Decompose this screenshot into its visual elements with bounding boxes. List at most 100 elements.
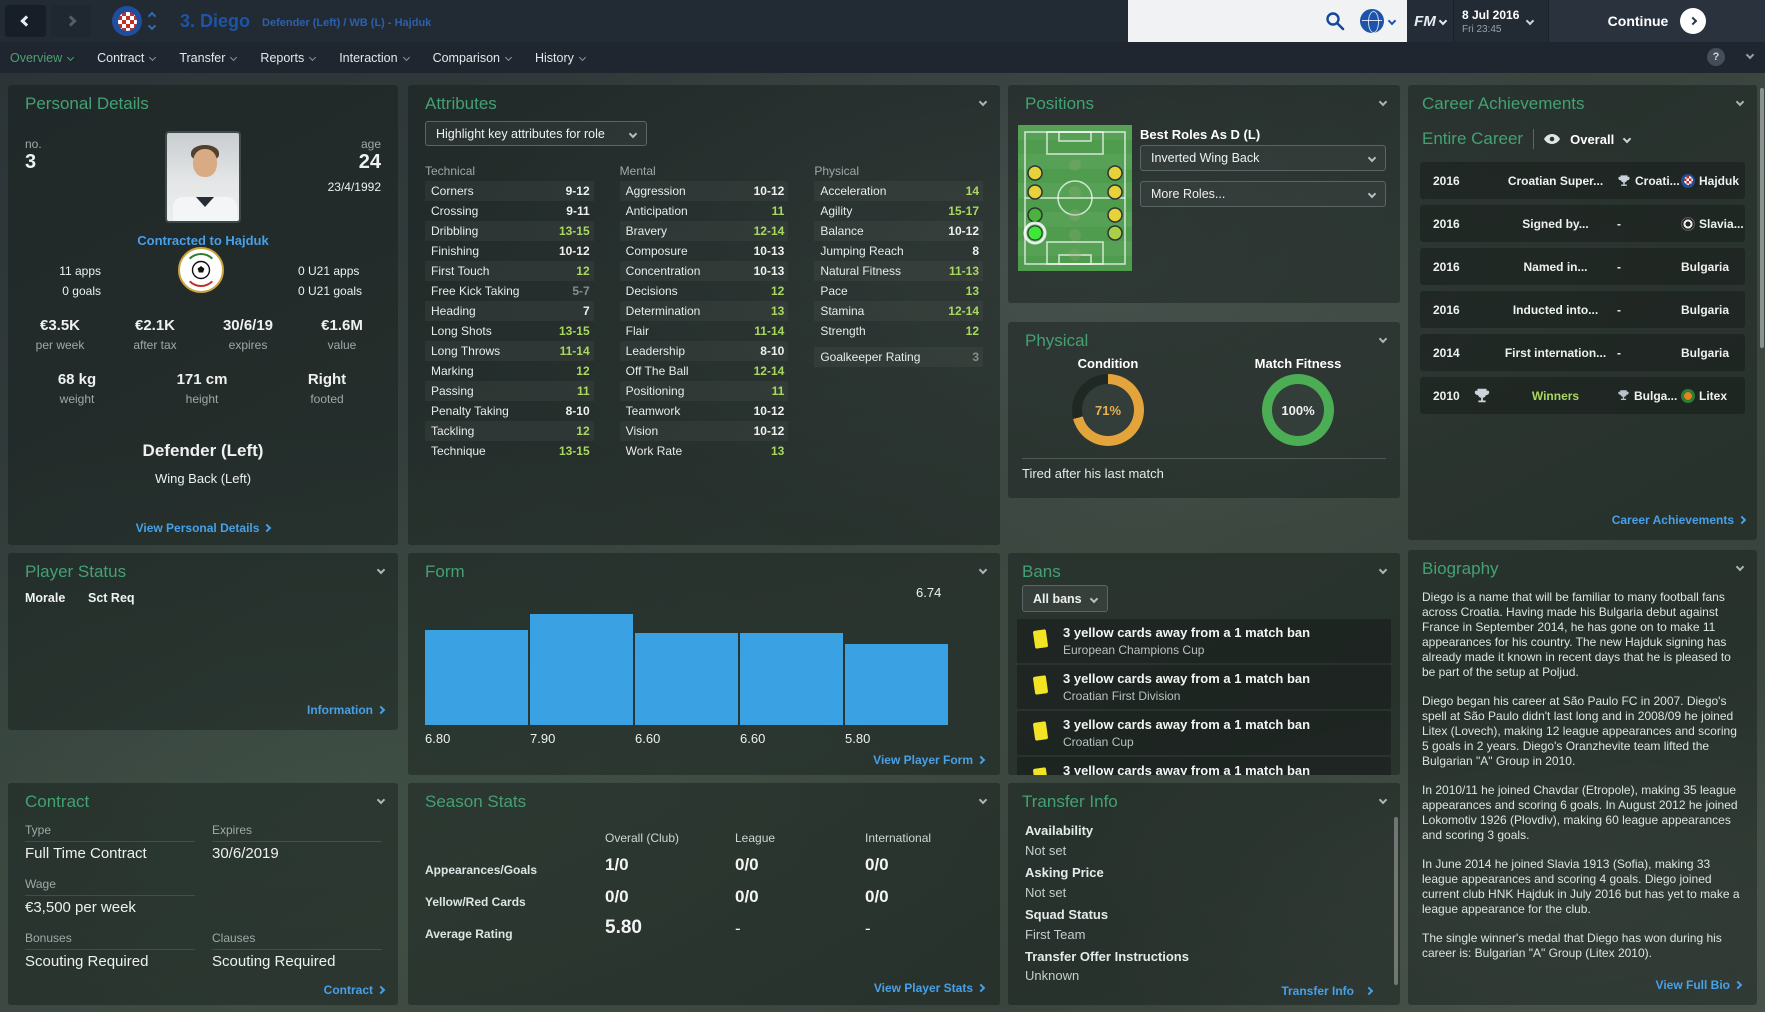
career-filter[interactable]: Entire Career: [1422, 129, 1524, 148]
yellow-card-icon: [1032, 629, 1049, 649]
collapse-panel-icon[interactable]: [376, 795, 386, 805]
match-fitness-donut: 100%: [1262, 374, 1334, 446]
page-title: 3. Diego: [180, 10, 251, 31]
bulgaria-fa-badge-icon: [178, 247, 224, 293]
bans-panel: Bans All bans 3 yellow cards away from a…: [1008, 553, 1400, 775]
birth-date: 23/4/1992: [327, 180, 381, 194]
technical-column: Technical Corners 9-12 Crossing 9-11 Dribb…: [425, 161, 594, 461]
collapse-panel-icon[interactable]: [978, 795, 988, 805]
collapse-panel-icon[interactable]: [1378, 97, 1388, 107]
transfer-row-value: First Team: [1025, 927, 1086, 942]
panel-title: Form: [425, 562, 465, 581]
achievement-row[interactable]: 2010 Winners Bulga... Litex: [1420, 377, 1745, 414]
panel-title: Positions: [1025, 94, 1094, 113]
collapse-panel-icon[interactable]: [978, 97, 988, 107]
highlight-role-dropdown[interactable]: Highlight key attributes for role: [425, 121, 647, 146]
continue-button[interactable]: Continue: [1548, 0, 1765, 42]
tab-transfer[interactable]: Transfer: [179, 51, 238, 65]
achievement-row[interactable]: 2014 First internation... - Bulgaria: [1420, 334, 1745, 371]
achievement-row[interactable]: 2016 Named in... - Bulgaria: [1420, 248, 1745, 285]
biography-panel: Biography Diego is a name that will be f…: [1408, 550, 1757, 1005]
contracted-to-link[interactable]: Contracted to Hajduk: [137, 233, 269, 248]
match-fitness-label: Match Fitness: [1254, 356, 1342, 371]
collapse-panel-icon[interactable]: [1378, 565, 1388, 575]
tab-reports[interactable]: Reports: [260, 51, 317, 65]
help-button[interactable]: ?: [1707, 48, 1725, 66]
achievement-row[interactable]: 2016 Inducted into... - Bulgaria: [1420, 291, 1745, 328]
transfer-row-label: Squad Status: [1025, 907, 1109, 922]
stat-value: 0/0: [735, 887, 759, 906]
tab-overview[interactable]: Overview: [10, 51, 75, 65]
view-personal-details-link[interactable]: View Personal Details: [8, 521, 398, 535]
achievement-row[interactable]: 2016 Signed by... - Slavia...: [1420, 205, 1745, 242]
view-player-stats-link[interactable]: View Player Stats: [874, 981, 986, 995]
position-dot-amr: [1107, 165, 1123, 181]
expires-value: 30/6/2019: [212, 845, 279, 862]
panel-title: Biography: [1422, 559, 1499, 578]
secondary-position: Wing Back (Left): [154, 471, 252, 486]
collapse-panel-icon[interactable]: [1378, 795, 1388, 805]
yellow-card-icon: [1032, 767, 1049, 775]
form-rating: 6.60: [740, 731, 766, 746]
biography-text: Diego is a name that will be familiar to…: [1422, 590, 1740, 960]
transfer-row-label: Transfer Offer Instructions: [1025, 949, 1189, 964]
goalkeeper-rating-row: Goalkeeper Rating 3: [814, 347, 983, 367]
contract-type-label: Type: [25, 823, 195, 842]
transfer-info-link[interactable]: Transfer Info: [1281, 984, 1374, 998]
attribute-row: Heading 7: [425, 301, 594, 321]
primary-position: Defender (Left): [142, 441, 264, 460]
panel-title: Player Status: [25, 562, 127, 581]
tab-contract[interactable]: Contract: [97, 51, 157, 65]
role-dropdown[interactable]: Inverted Wing Back: [1140, 145, 1386, 171]
slavia-crest-icon: [1681, 216, 1695, 231]
panel-scrollbar[interactable]: [1394, 817, 1398, 985]
view-full-bio-link[interactable]: View Full Bio: [1656, 978, 1743, 992]
wage-value: €3,500 per week: [25, 899, 136, 916]
achievement-row[interactable]: 2016 Croatian Super... Croati... Hajduk: [1420, 162, 1745, 199]
page-scrollbar[interactable]: [1760, 88, 1764, 348]
attribute-row: Crossing 9-11: [431, 204, 590, 218]
contract-link[interactable]: Contract: [324, 983, 386, 997]
game-date-control[interactable]: 8 Jul 2016 Fri 23:45: [1453, 0, 1548, 42]
career-achievements-link[interactable]: Career Achievements: [1612, 513, 1747, 527]
continue-label: Continue: [1607, 13, 1669, 29]
position-dot-ml: [1027, 184, 1043, 200]
transfer-row-label: Asking Price: [1025, 865, 1104, 880]
attributes-panel: Attributes Highlight key attributes for …: [408, 85, 1000, 545]
tab-history[interactable]: History: [535, 51, 586, 65]
search-icon[interactable]: [1324, 10, 1346, 32]
collapse-panel-icon[interactable]: [376, 565, 386, 575]
position-dot-wbl: [1027, 207, 1043, 223]
chevron-down-icon: [1622, 134, 1632, 144]
collapse-panel-icon[interactable]: [1735, 562, 1745, 572]
attribute-row: Off The Ball 12-14: [625, 364, 785, 378]
player-cycle-control[interactable]: [147, 11, 157, 31]
information-link[interactable]: Information: [307, 703, 386, 717]
contract-expiry-block: 30/6/19 expires: [222, 317, 274, 352]
panel-title: Attributes: [425, 94, 497, 113]
career-view-selector[interactable]: Overall: [1570, 131, 1615, 147]
tab-interaction[interactable]: Interaction: [339, 51, 410, 65]
bonuses-label: Bonuses: [25, 931, 195, 950]
winners-trophy-icon: [1474, 388, 1490, 402]
back-button[interactable]: [5, 5, 46, 37]
bans-filter-dropdown[interactable]: All bans: [1022, 585, 1108, 612]
attribute-row: Vision 10-12: [619, 421, 789, 441]
collapse-panel-icon[interactable]: [978, 565, 988, 575]
attribute-row: Anticipation 11: [625, 204, 785, 218]
more-roles-dropdown[interactable]: More Roles...: [1140, 181, 1386, 207]
attribute-row: Long Shots 13-15: [431, 324, 590, 338]
forward-button[interactable]: [50, 5, 91, 37]
view-player-form-link[interactable]: View Player Form: [873, 753, 986, 767]
tab-comparison[interactable]: Comparison: [433, 51, 513, 65]
senior-record: 11 apps 0 goals: [25, 261, 101, 301]
position-dot-mr: [1107, 184, 1123, 200]
collapse-panel-icon[interactable]: [1378, 334, 1388, 344]
season-stats-panel: Season Stats Overall (Club) League Inter…: [408, 783, 1000, 1005]
collapse-panel-icon[interactable]: [1735, 97, 1745, 107]
physical-column: Physical Acceleration 14 Agility 15-17 Bal…: [814, 161, 983, 461]
world-menu[interactable]: [1360, 9, 1397, 33]
form-rating: 7.90: [530, 731, 556, 746]
clauses-label: Clauses: [212, 931, 382, 950]
fm-menu[interactable]: FM: [1407, 0, 1453, 42]
